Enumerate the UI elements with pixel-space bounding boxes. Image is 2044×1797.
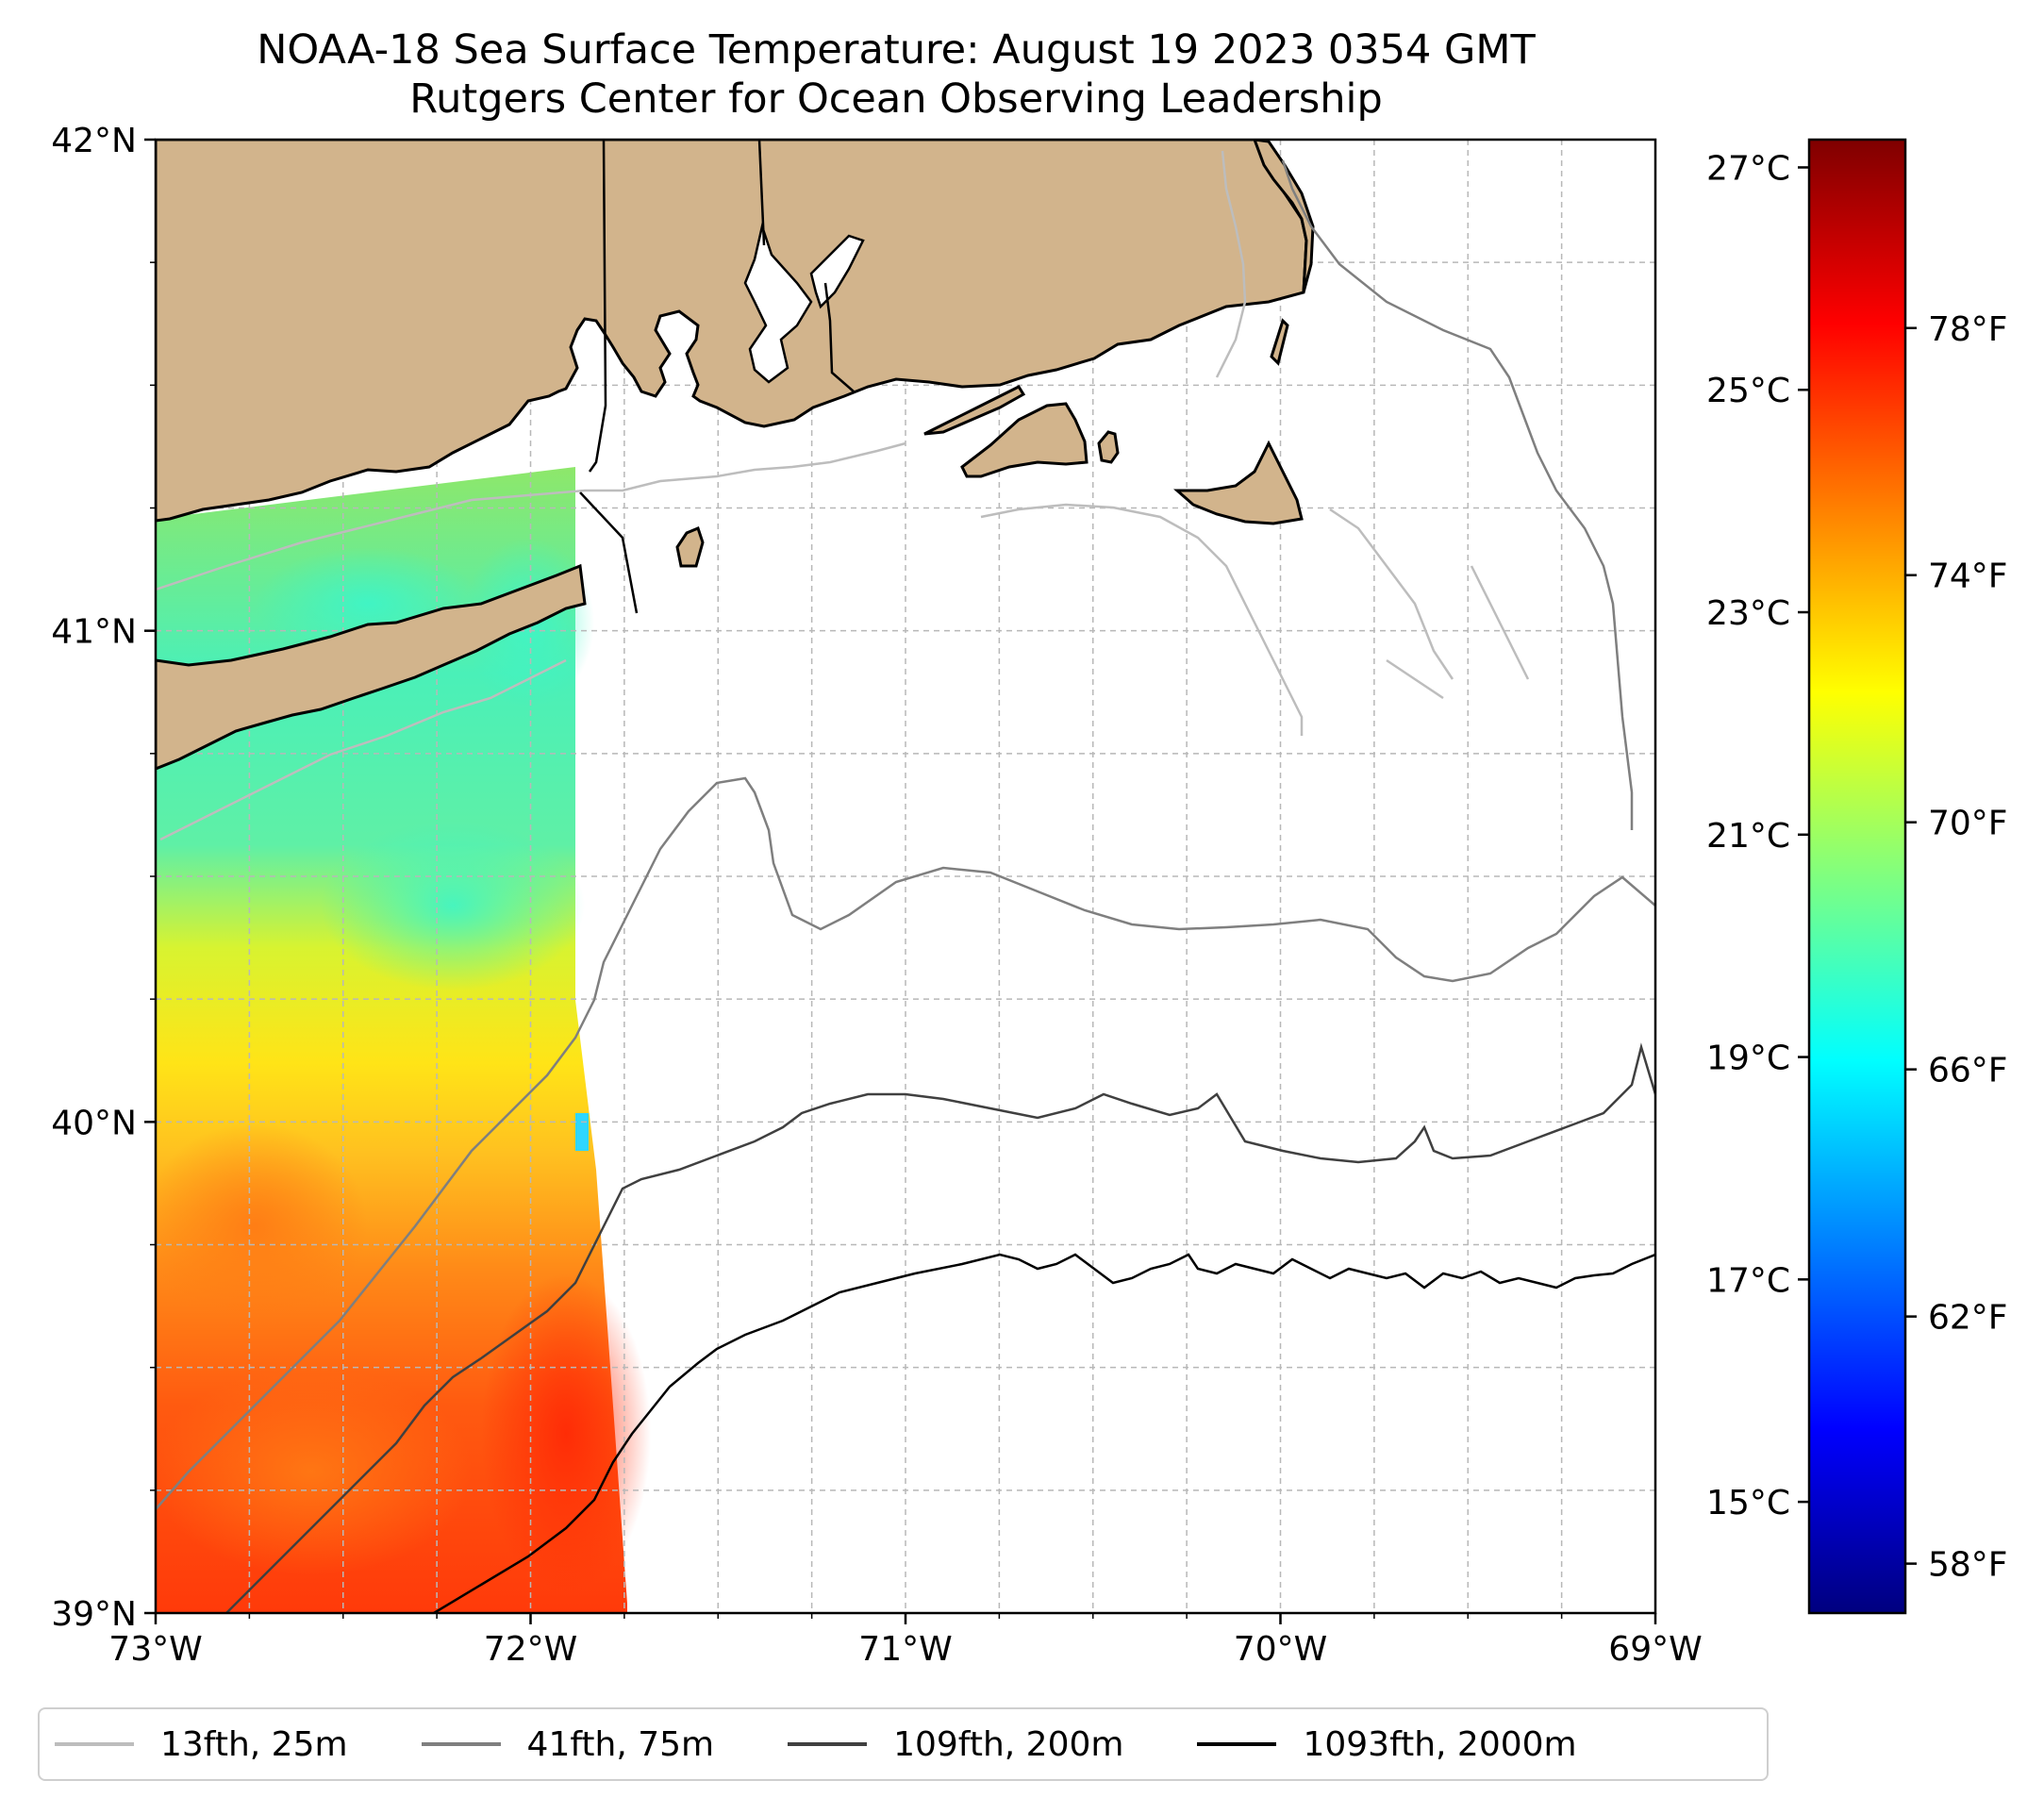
- contour-legend: 13fth, 25m 41fth, 75m 109fth, 200m 1093f…: [38, 1707, 1769, 1781]
- legend-label: 1093fth, 2000m: [1303, 1724, 1577, 1764]
- monomoy: [1270, 318, 1289, 366]
- legend-swatch-75m: [421, 1742, 501, 1746]
- fahrenheit-label: 62°F: [1928, 1299, 2008, 1338]
- lon-tick-label: 72°W: [484, 1630, 577, 1669]
- fahrenheit-label: 66°F: [1928, 1052, 2008, 1090]
- lon-tick-label: 71°W: [858, 1630, 952, 1669]
- legend-item-75m: 41fth, 75m: [421, 1724, 715, 1764]
- chappaquiddick: [1097, 430, 1120, 464]
- long-island: [156, 563, 587, 771]
- legend-label: 109fth, 200m: [893, 1724, 1124, 1764]
- marthas-vineyard: [960, 402, 1088, 478]
- chart-title: NOAA-18 Sea Surface Temperature: August …: [257, 26, 1536, 74]
- legend-swatch-25m: [55, 1742, 134, 1746]
- legend-label: 41fth, 75m: [526, 1724, 715, 1764]
- legend-item-200m: 109fth, 200m: [788, 1725, 1123, 1764]
- lon-tick-label: 70°W: [1234, 1630, 1327, 1669]
- map-axes: 73°W 72°W 71°W 70°W 69°W 42°N 41°N 40°N 39°N: [51, 122, 1702, 1669]
- narragansett-bay: [743, 222, 865, 384]
- legend-swatch-200m: [788, 1742, 868, 1746]
- fahrenheit-label: 70°F: [1928, 805, 2008, 843]
- chart-subtitle: Rutgers Center for Ocean Observing Leade…: [409, 75, 1383, 123]
- fahrenheit-label: 74°F: [1928, 557, 2008, 596]
- lon-tick-label: 69°W: [1608, 1630, 1702, 1669]
- lat-tick-label: 41°N: [51, 613, 137, 652]
- fahrenheit-label: 58°F: [1928, 1546, 2008, 1585]
- celsius-label: 25°C: [1706, 372, 1790, 410]
- legend-label: 13fth, 25m: [160, 1724, 348, 1764]
- legend-swatch-2000m: [1197, 1742, 1277, 1746]
- celsius-label: 15°C: [1706, 1484, 1790, 1522]
- lon-tick-label: 73°W: [108, 1630, 202, 1669]
- contour-25m: [156, 150, 1530, 841]
- bathymetry-contours: [156, 150, 1655, 1613]
- celsius-label: 23°C: [1706, 594, 1790, 633]
- legend-item-2000m: 1093fth, 2000m: [1197, 1724, 1577, 1764]
- celsius-label: 27°C: [1706, 149, 1790, 188]
- land-masses: [156, 140, 1315, 771]
- fahrenheit-label: 78°F: [1928, 310, 2008, 349]
- state-boundaries: [579, 140, 855, 614]
- celsius-label: 19°C: [1706, 1040, 1790, 1078]
- legend-item-25m: 13fth, 25m: [55, 1725, 348, 1764]
- lat-tick-label: 42°N: [51, 122, 137, 160]
- block-island: [675, 525, 705, 568]
- graticule: [156, 140, 1655, 1613]
- contour-75m: [156, 159, 1655, 1510]
- lat-tick-label: 40°N: [51, 1104, 137, 1142]
- celsius-label: 17°C: [1706, 1261, 1790, 1300]
- nantucket: [1173, 440, 1304, 525]
- colorbar-gradient: [1807, 138, 1907, 1615]
- elizabeth-islands: [923, 385, 1026, 436]
- lat-tick-label: 39°N: [51, 1595, 137, 1634]
- contour-200m: [225, 1042, 1655, 1613]
- mainland-new-england: [156, 140, 1308, 523]
- celsius-label: 21°C: [1706, 817, 1790, 856]
- colorbar: 27°C 25°C 23°C 21°C 19°C 17°C 15°C 78°F 74°F 70°F…: [1706, 138, 2008, 1615]
- contour-2000m: [433, 1253, 1655, 1613]
